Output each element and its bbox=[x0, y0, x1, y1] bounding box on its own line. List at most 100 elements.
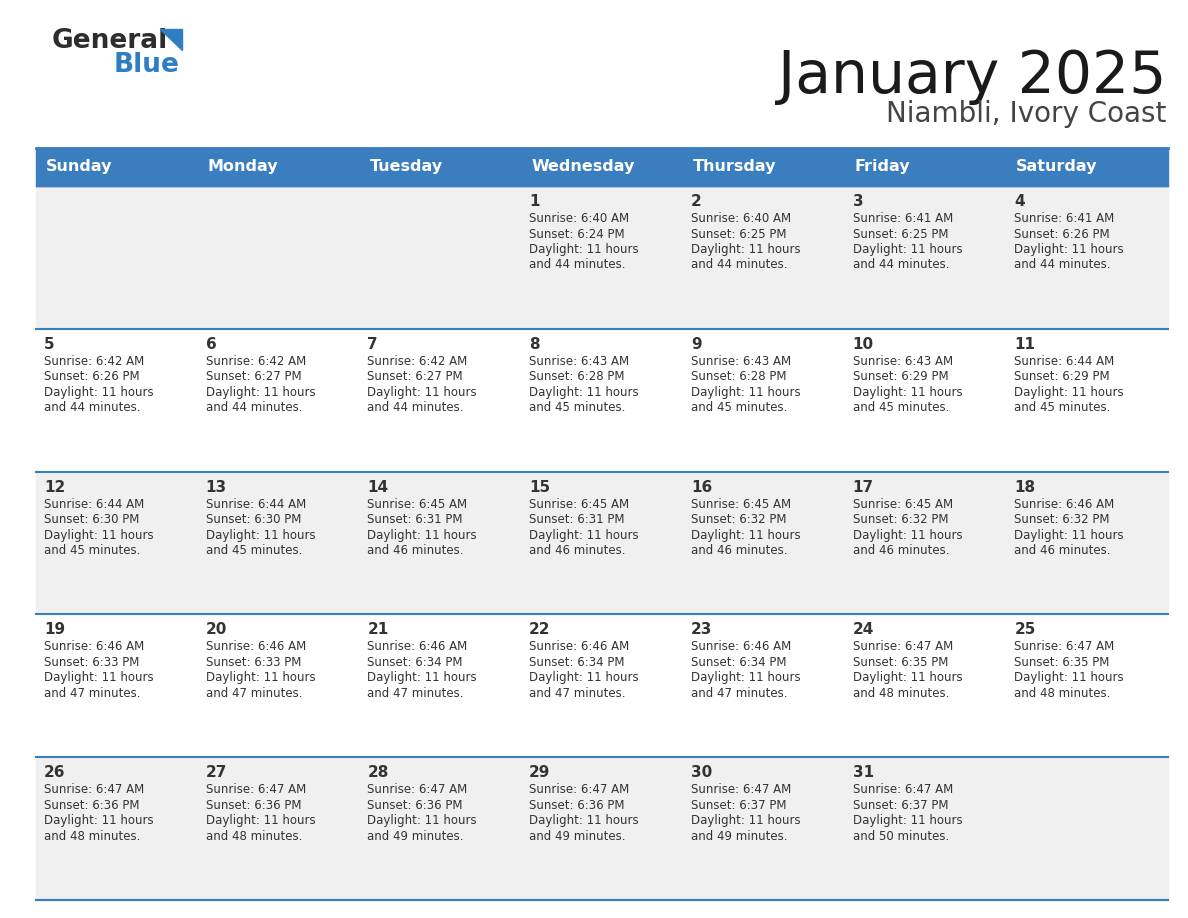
Text: Daylight: 11 hours: Daylight: 11 hours bbox=[853, 529, 962, 542]
Text: Sunrise: 6:42 AM: Sunrise: 6:42 AM bbox=[44, 354, 144, 368]
Text: Sunset: 6:25 PM: Sunset: 6:25 PM bbox=[691, 228, 786, 241]
Text: and 46 minutes.: and 46 minutes. bbox=[529, 544, 626, 557]
Text: 11: 11 bbox=[1015, 337, 1035, 352]
Text: Sunrise: 6:47 AM: Sunrise: 6:47 AM bbox=[1015, 641, 1114, 654]
Text: and 44 minutes.: and 44 minutes. bbox=[367, 401, 465, 414]
Text: Wednesday: Wednesday bbox=[531, 160, 634, 174]
Text: Sunset: 6:26 PM: Sunset: 6:26 PM bbox=[1015, 228, 1110, 241]
Text: Daylight: 11 hours: Daylight: 11 hours bbox=[206, 814, 315, 827]
Text: Sunrise: 6:47 AM: Sunrise: 6:47 AM bbox=[367, 783, 468, 796]
Text: 17: 17 bbox=[853, 479, 873, 495]
Text: Daylight: 11 hours: Daylight: 11 hours bbox=[853, 386, 962, 398]
Text: Sunday: Sunday bbox=[46, 160, 113, 174]
Text: Sunrise: 6:43 AM: Sunrise: 6:43 AM bbox=[691, 354, 791, 368]
Text: Sunset: 6:29 PM: Sunset: 6:29 PM bbox=[1015, 370, 1110, 384]
Text: Sunrise: 6:41 AM: Sunrise: 6:41 AM bbox=[1015, 212, 1114, 225]
Text: 10: 10 bbox=[853, 337, 873, 352]
Text: Sunset: 6:36 PM: Sunset: 6:36 PM bbox=[367, 799, 463, 812]
Text: and 47 minutes.: and 47 minutes. bbox=[206, 687, 302, 700]
Text: 27: 27 bbox=[206, 766, 227, 780]
Text: Sunset: 6:34 PM: Sunset: 6:34 PM bbox=[529, 655, 625, 669]
Text: Daylight: 11 hours: Daylight: 11 hours bbox=[44, 386, 153, 398]
Text: and 46 minutes.: and 46 minutes. bbox=[691, 544, 788, 557]
Text: January 2025: January 2025 bbox=[778, 48, 1165, 105]
Text: and 47 minutes.: and 47 minutes. bbox=[44, 687, 140, 700]
Text: Daylight: 11 hours: Daylight: 11 hours bbox=[1015, 671, 1124, 685]
Text: and 46 minutes.: and 46 minutes. bbox=[367, 544, 465, 557]
Text: Sunset: 6:37 PM: Sunset: 6:37 PM bbox=[691, 799, 786, 812]
Text: Sunrise: 6:40 AM: Sunrise: 6:40 AM bbox=[691, 212, 791, 225]
Text: 6: 6 bbox=[206, 337, 216, 352]
Text: and 45 minutes.: and 45 minutes. bbox=[44, 544, 140, 557]
Text: Sunrise: 6:47 AM: Sunrise: 6:47 AM bbox=[853, 783, 953, 796]
Text: Sunrise: 6:45 AM: Sunrise: 6:45 AM bbox=[529, 498, 630, 510]
Text: Sunrise: 6:44 AM: Sunrise: 6:44 AM bbox=[206, 498, 307, 510]
Bar bbox=[36, 329, 1168, 472]
Text: 12: 12 bbox=[44, 479, 65, 495]
Text: 29: 29 bbox=[529, 766, 550, 780]
Text: Daylight: 11 hours: Daylight: 11 hours bbox=[691, 529, 801, 542]
Text: Sunrise: 6:40 AM: Sunrise: 6:40 AM bbox=[529, 212, 630, 225]
Text: Sunset: 6:34 PM: Sunset: 6:34 PM bbox=[367, 655, 463, 669]
Text: Thursday: Thursday bbox=[693, 160, 776, 174]
Text: Sunrise: 6:47 AM: Sunrise: 6:47 AM bbox=[206, 783, 307, 796]
Text: Sunrise: 6:45 AM: Sunrise: 6:45 AM bbox=[853, 498, 953, 510]
Text: and 49 minutes.: and 49 minutes. bbox=[367, 830, 465, 843]
Text: Sunset: 6:31 PM: Sunset: 6:31 PM bbox=[529, 513, 625, 526]
Text: 14: 14 bbox=[367, 479, 388, 495]
Text: Blue: Blue bbox=[114, 52, 179, 78]
Polygon shape bbox=[160, 29, 182, 50]
Text: and 46 minutes.: and 46 minutes. bbox=[1015, 544, 1111, 557]
Text: Sunrise: 6:42 AM: Sunrise: 6:42 AM bbox=[206, 354, 307, 368]
Text: and 47 minutes.: and 47 minutes. bbox=[529, 687, 626, 700]
Text: and 50 minutes.: and 50 minutes. bbox=[853, 830, 949, 843]
Text: Sunset: 6:36 PM: Sunset: 6:36 PM bbox=[44, 799, 139, 812]
Text: 21: 21 bbox=[367, 622, 388, 637]
Bar bbox=[36, 148, 1168, 186]
Text: Daylight: 11 hours: Daylight: 11 hours bbox=[367, 814, 478, 827]
Text: and 44 minutes.: and 44 minutes. bbox=[529, 259, 626, 272]
Text: Sunrise: 6:44 AM: Sunrise: 6:44 AM bbox=[1015, 354, 1114, 368]
Text: 25: 25 bbox=[1015, 622, 1036, 637]
Text: Sunrise: 6:46 AM: Sunrise: 6:46 AM bbox=[206, 641, 307, 654]
Text: Sunset: 6:33 PM: Sunset: 6:33 PM bbox=[206, 655, 301, 669]
Text: Sunrise: 6:46 AM: Sunrise: 6:46 AM bbox=[1015, 498, 1114, 510]
Text: and 45 minutes.: and 45 minutes. bbox=[1015, 401, 1111, 414]
Text: and 44 minutes.: and 44 minutes. bbox=[1015, 259, 1111, 272]
Text: Sunset: 6:37 PM: Sunset: 6:37 PM bbox=[853, 799, 948, 812]
Bar bbox=[36, 472, 1168, 614]
Text: Daylight: 11 hours: Daylight: 11 hours bbox=[529, 814, 639, 827]
Text: Sunrise: 6:46 AM: Sunrise: 6:46 AM bbox=[44, 641, 144, 654]
Text: 16: 16 bbox=[691, 479, 712, 495]
Text: 23: 23 bbox=[691, 622, 713, 637]
Text: Sunset: 6:29 PM: Sunset: 6:29 PM bbox=[853, 370, 948, 384]
Text: Daylight: 11 hours: Daylight: 11 hours bbox=[206, 386, 315, 398]
Bar bbox=[36, 614, 1168, 757]
Text: Daylight: 11 hours: Daylight: 11 hours bbox=[1015, 529, 1124, 542]
Text: Sunset: 6:32 PM: Sunset: 6:32 PM bbox=[1015, 513, 1110, 526]
Text: Sunrise: 6:46 AM: Sunrise: 6:46 AM bbox=[529, 641, 630, 654]
Text: General: General bbox=[52, 28, 169, 54]
Text: Daylight: 11 hours: Daylight: 11 hours bbox=[367, 671, 478, 685]
Text: and 44 minutes.: and 44 minutes. bbox=[206, 401, 302, 414]
Text: and 45 minutes.: and 45 minutes. bbox=[853, 401, 949, 414]
Text: Sunset: 6:33 PM: Sunset: 6:33 PM bbox=[44, 655, 139, 669]
Text: Sunset: 6:32 PM: Sunset: 6:32 PM bbox=[691, 513, 786, 526]
Text: Sunrise: 6:45 AM: Sunrise: 6:45 AM bbox=[367, 498, 468, 510]
Text: Sunrise: 6:43 AM: Sunrise: 6:43 AM bbox=[853, 354, 953, 368]
Text: Sunset: 6:28 PM: Sunset: 6:28 PM bbox=[691, 370, 786, 384]
Text: Sunset: 6:30 PM: Sunset: 6:30 PM bbox=[44, 513, 139, 526]
Text: Sunrise: 6:42 AM: Sunrise: 6:42 AM bbox=[367, 354, 468, 368]
Text: Saturday: Saturday bbox=[1016, 160, 1098, 174]
Text: Daylight: 11 hours: Daylight: 11 hours bbox=[206, 671, 315, 685]
Text: 9: 9 bbox=[691, 337, 701, 352]
Text: and 44 minutes.: and 44 minutes. bbox=[44, 401, 140, 414]
Text: Sunset: 6:28 PM: Sunset: 6:28 PM bbox=[529, 370, 625, 384]
Text: and 48 minutes.: and 48 minutes. bbox=[206, 830, 302, 843]
Text: Sunrise: 6:45 AM: Sunrise: 6:45 AM bbox=[691, 498, 791, 510]
Text: and 48 minutes.: and 48 minutes. bbox=[44, 830, 140, 843]
Text: 19: 19 bbox=[44, 622, 65, 637]
Text: Sunset: 6:34 PM: Sunset: 6:34 PM bbox=[691, 655, 786, 669]
Text: Sunset: 6:35 PM: Sunset: 6:35 PM bbox=[1015, 655, 1110, 669]
Text: Sunset: 6:24 PM: Sunset: 6:24 PM bbox=[529, 228, 625, 241]
